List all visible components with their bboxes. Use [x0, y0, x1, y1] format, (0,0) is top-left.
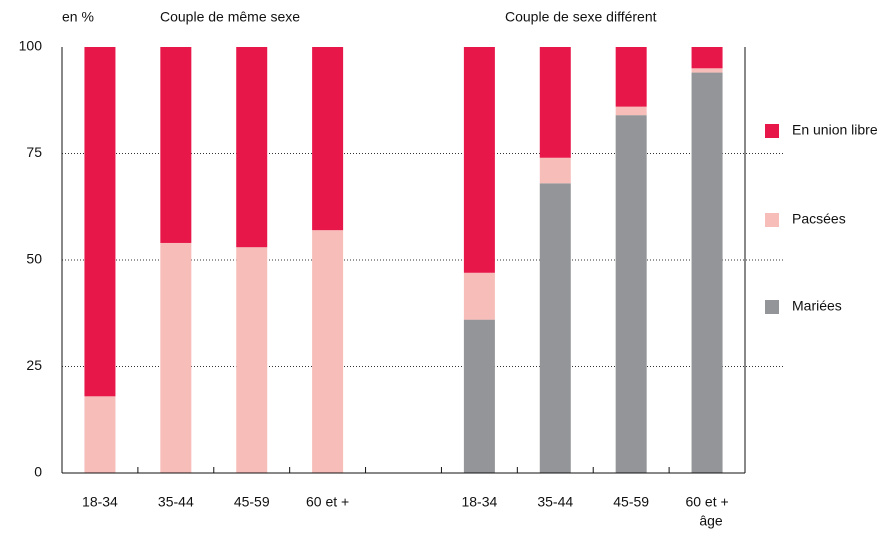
- bar-segment: [84, 396, 116, 473]
- x-tick-label: 60 et +: [685, 494, 728, 510]
- x-axis-label: âge: [699, 513, 723, 529]
- bar-segment: [236, 47, 268, 248]
- legend-swatch: [765, 124, 779, 138]
- y-tick-label: 100: [19, 38, 43, 54]
- x-tick-label: 35-44: [158, 494, 194, 510]
- bar-segment: [615, 115, 647, 473]
- bar-segment: [539, 47, 571, 158]
- legend-swatch: [765, 213, 779, 227]
- bar-segment: [463, 47, 495, 273]
- y-tick-label: 25: [26, 357, 42, 373]
- legend-label: En union libre: [792, 122, 878, 138]
- group-label: Couple de sexe différent: [505, 9, 657, 25]
- y-tick-label: 75: [26, 144, 42, 160]
- x-tick-label: 45-59: [234, 494, 270, 510]
- legend-label: Mariées: [792, 298, 842, 314]
- bar-segment: [312, 230, 344, 473]
- bar-segment: [463, 319, 495, 473]
- bar-segment: [691, 68, 723, 73]
- bar-segment: [539, 157, 571, 184]
- x-tick-label: 35-44: [537, 494, 573, 510]
- legend-swatch: [765, 300, 779, 314]
- x-tick-label: 45-59: [613, 494, 649, 510]
- y-unit-label: en %: [62, 9, 94, 25]
- x-tick-label: 60 et +: [306, 494, 349, 510]
- bar-segment: [691, 72, 723, 473]
- bar-segment: [160, 47, 192, 243]
- bar-segment: [615, 47, 647, 107]
- bar-segment: [463, 272, 495, 320]
- x-tick-label: 18-34: [461, 494, 497, 510]
- bar-segment: [312, 47, 344, 231]
- bar-segment: [539, 183, 571, 473]
- bar-segment: [236, 247, 268, 473]
- bar-segment: [160, 242, 192, 473]
- legend-label: Pacsées: [792, 211, 846, 227]
- bar-segment: [84, 47, 116, 397]
- y-tick-label: 50: [26, 251, 42, 267]
- bar-segment: [691, 47, 723, 69]
- x-tick-label: 18-34: [82, 494, 118, 510]
- y-tick-label: 0: [34, 464, 42, 480]
- bar-segment: [615, 106, 647, 116]
- group-label: Couple de même sexe: [160, 9, 300, 25]
